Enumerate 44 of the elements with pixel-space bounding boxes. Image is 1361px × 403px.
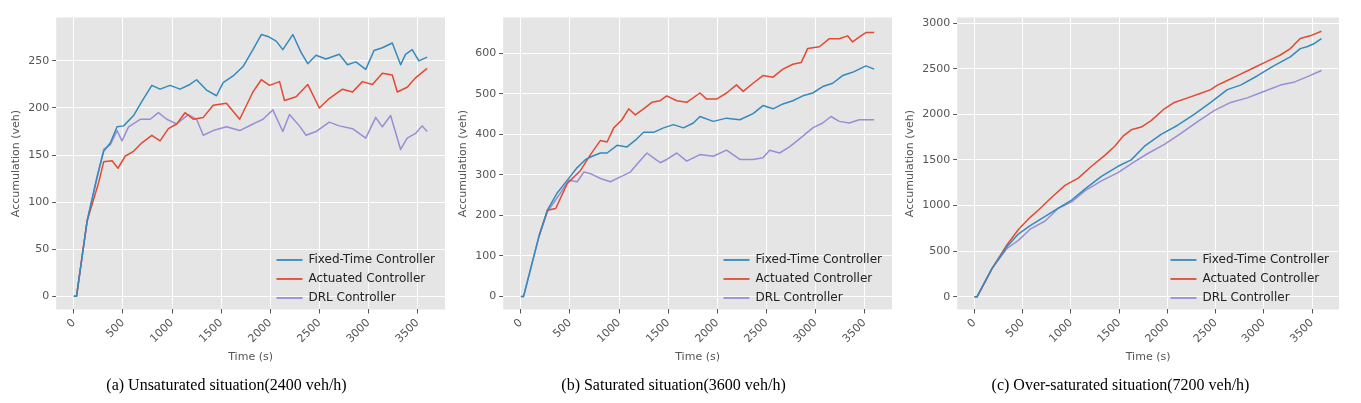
y-tick-label: 150 xyxy=(28,147,50,161)
legend-label: DRL Controller xyxy=(755,290,843,305)
x-tick-label: 500 xyxy=(1002,316,1027,341)
y-tick-label: 100 xyxy=(28,195,50,208)
legend-label: Fixed-Time Controller xyxy=(1202,252,1330,267)
y-tick-label: 200 xyxy=(475,208,497,222)
y-tick-label: 2000 xyxy=(922,107,951,121)
y-tick-label: 250 xyxy=(28,53,50,67)
y-tick-label: 100 xyxy=(475,248,497,262)
y-tick-label: 500 xyxy=(475,86,497,100)
y-axis-title: Accumulation (veh) xyxy=(456,109,470,218)
x-tick-label: 0 xyxy=(510,316,526,331)
x-tick-label: 500 xyxy=(103,316,128,341)
x-axis-title: Time (s) xyxy=(1124,350,1171,364)
legend-label: Actuated Controller xyxy=(1202,271,1320,286)
y-tick-label: 500 xyxy=(929,243,951,257)
y-tick-label: 2500 xyxy=(922,61,951,75)
legend-label: Actuated Controller xyxy=(308,271,426,286)
x-axis-title: Time (s) xyxy=(674,350,720,364)
y-tick-label: 200 xyxy=(28,100,50,114)
y-tick-label: 1500 xyxy=(922,152,951,166)
y-tick-label: 600 xyxy=(475,46,497,60)
legend-label: Fixed-Time Controller xyxy=(755,252,883,267)
y-tick-label: 50 xyxy=(35,242,50,256)
text: (c) Over-saturated situation(7200 veh/h) xyxy=(991,375,1250,394)
y-tick-label: 400 xyxy=(475,127,497,141)
legend-label: DRL Controller xyxy=(1202,290,1290,305)
y-axis-title: Accumulation (veh) xyxy=(903,109,917,218)
text: (b) Saturated situation(3600 veh/h) xyxy=(561,375,786,394)
y-tick-label: 0 xyxy=(42,289,50,303)
x-tick-label: 0 xyxy=(964,316,979,331)
x-axis-title: Time (s) xyxy=(227,350,273,364)
y-tick-label: 300 xyxy=(475,167,497,181)
legend-label: Actuated Controller xyxy=(755,271,873,286)
legend-label: Fixed-Time Controller xyxy=(308,252,436,267)
legend-label: DRL Controller xyxy=(308,290,396,305)
x-tick-label: 500 xyxy=(550,316,575,341)
y-tick-label: 1000 xyxy=(922,198,951,212)
y-axis-title: Accumulation (veh) xyxy=(9,109,23,218)
text: (a) Unsaturated situation(2400 veh/h) xyxy=(106,375,347,394)
y-tick-label: 0 xyxy=(489,289,497,303)
y-tick-label: 0 xyxy=(943,289,951,303)
x-tick-label: 0 xyxy=(63,316,79,331)
y-tick-label: 3000 xyxy=(922,15,951,29)
